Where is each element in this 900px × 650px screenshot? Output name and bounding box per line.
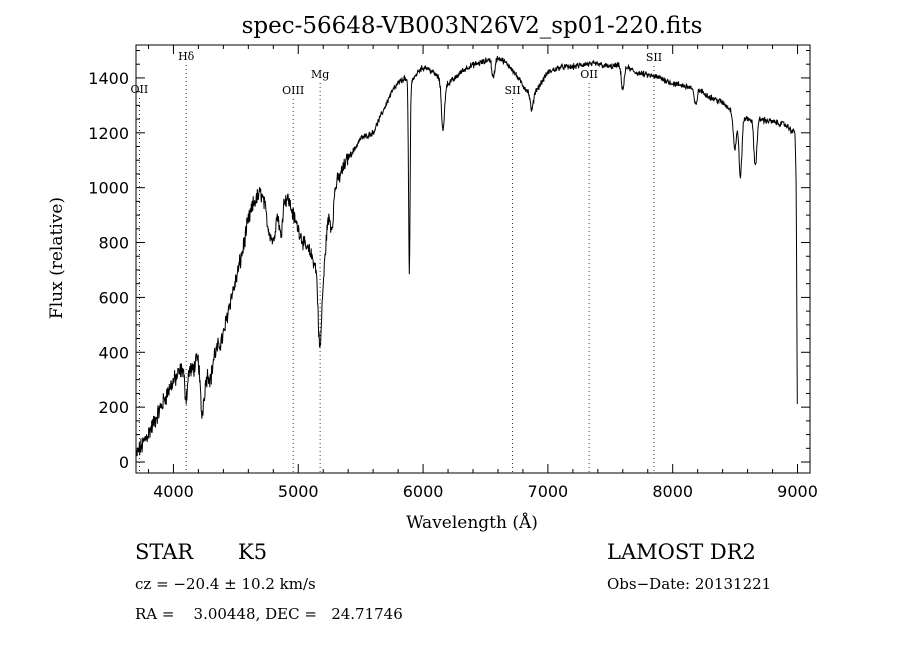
x-tick-label: 6000 [403,482,444,501]
plot-frame [135,44,811,474]
line-marker-label: Mg [311,68,329,81]
y-tick-label: 200 [98,398,129,417]
line-marker-label: SII [504,84,520,97]
y-tick-label: 600 [98,288,129,307]
y-tick-label: 400 [98,343,129,362]
x-tick-label: 5000 [278,482,319,501]
y-tick-label: 0 [119,453,129,472]
line-marker-label: OII [580,68,598,81]
line-marker-label: OII [131,83,149,96]
obs-date: Obs−Date: 20131221 [607,575,772,593]
y-tick-label: 800 [98,234,129,253]
x-axis-label: Wavelength (Å) [406,512,538,533]
object-class: STAR [135,540,194,564]
y-tick-label: 1200 [88,124,129,143]
redshift-text: cz = −20.4 ± 10.2 km/s [135,575,316,593]
x-tick-label: 7000 [528,482,569,501]
y-tick-label: 1000 [88,179,129,198]
coordinates: RA = 3.00448, DEC = 24.71746 [135,605,403,623]
y-tick-label: 1400 [88,69,129,88]
line-marker-label: SII [646,51,662,64]
line-marker-label: OIII [282,84,304,97]
line-marker-label: Hδ [178,50,195,63]
survey-name: LAMOST DR2 [607,540,756,564]
x-tick-label: 8000 [652,482,693,501]
object-subclass: K5 [238,540,268,564]
spectrum-line [135,55,798,457]
y-axis-label: Flux (relative) [47,197,67,319]
x-tick-label: 4000 [153,482,194,501]
chart-title: spec-56648-VB003N26V2_sp01-220.fits [242,13,703,39]
x-tick-label: 9000 [777,482,818,501]
